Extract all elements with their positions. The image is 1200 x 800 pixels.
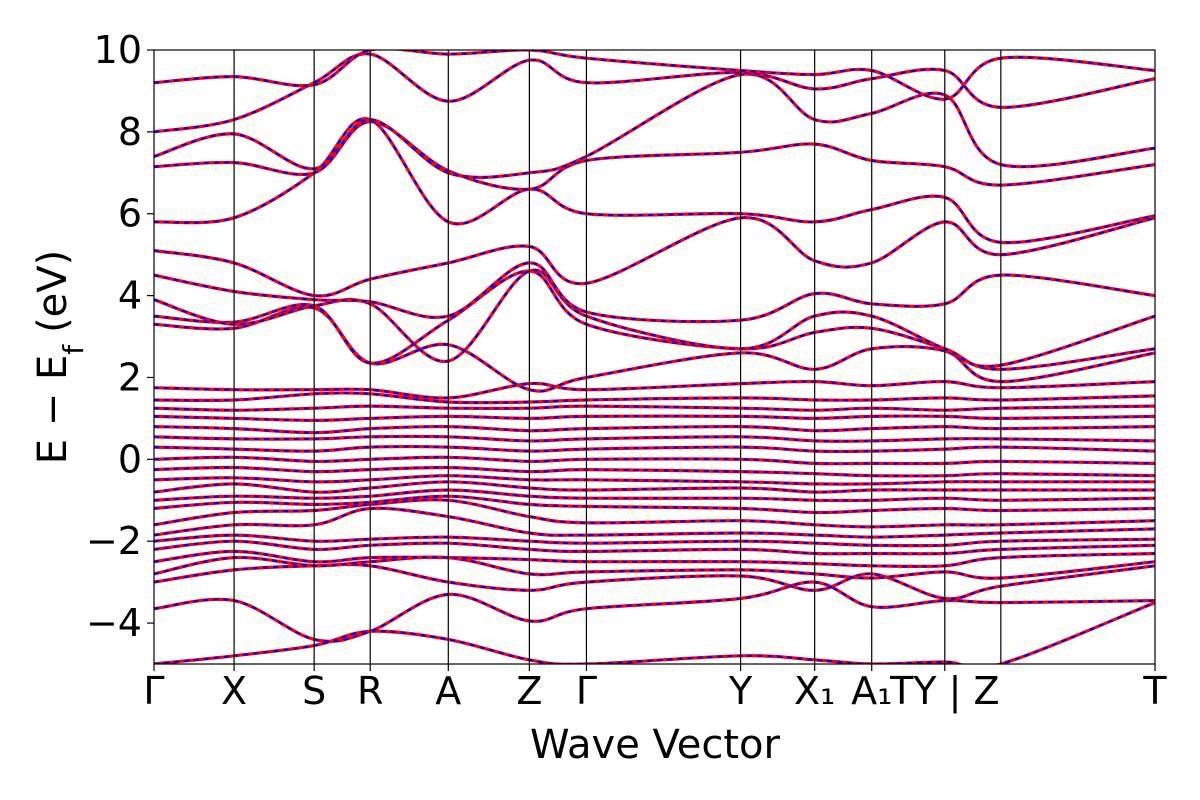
x-tick-label: X₁ bbox=[794, 669, 835, 713]
band-line-blue-1 bbox=[154, 580, 1155, 643]
band-line-blue-24 bbox=[154, 268, 1155, 368]
band-line-blue-26 bbox=[154, 216, 1155, 297]
x-tick-label: Y bbox=[728, 669, 753, 713]
x-tick-label: A bbox=[435, 669, 461, 713]
y-tick-label: 6 bbox=[118, 192, 142, 236]
x-tick-label: S bbox=[302, 669, 326, 713]
band-line-red-29 bbox=[154, 72, 1155, 180]
bands-layer bbox=[154, 50, 1155, 664]
x-tick-label: X bbox=[221, 669, 247, 713]
x-tick-label: Z bbox=[516, 669, 542, 713]
x-tick-label: T bbox=[1142, 669, 1167, 713]
x-tick-label: A₁ bbox=[851, 669, 892, 713]
plot-frame bbox=[153, 49, 1156, 665]
x-tick-label: R bbox=[357, 669, 383, 713]
y-axis-label-sub: f bbox=[57, 344, 90, 355]
band-line-red-31 bbox=[154, 50, 1155, 101]
x-axis-label: Wave Vector bbox=[530, 722, 781, 768]
y-tick-label: 2 bbox=[118, 355, 142, 399]
band-line-blue-31 bbox=[154, 50, 1155, 101]
y-axis-label-main: E − E bbox=[30, 355, 76, 465]
y-tick-label: 10 bbox=[94, 28, 142, 72]
y-tick-label: −2 bbox=[86, 519, 142, 563]
y-tick-label: 0 bbox=[118, 437, 142, 481]
y-axis-ticks: −4 −2 0 2 4 6 8 10 bbox=[86, 28, 154, 645]
y-tick-label: −4 bbox=[86, 601, 142, 645]
x-tick-label: Γ bbox=[143, 669, 164, 713]
band-line-blue-29 bbox=[154, 73, 1155, 179]
y-tick-label: 4 bbox=[118, 274, 142, 318]
band-line-red-1 bbox=[154, 580, 1155, 643]
band-line-red-24 bbox=[154, 268, 1155, 368]
kpoint-lines bbox=[233, 50, 1002, 664]
y-axis-label-unit: (eV) bbox=[30, 250, 76, 333]
band-line-blue-6 bbox=[154, 533, 1155, 547]
y-tick-label: 8 bbox=[118, 110, 142, 154]
band-line-red-27 bbox=[154, 117, 1155, 245]
y-axis-label: E − Ef (eV) bbox=[30, 250, 90, 465]
x-tick-label: Γ bbox=[576, 669, 597, 713]
x-tick-label: TY | Z bbox=[889, 669, 999, 714]
band-line-red-26 bbox=[154, 216, 1155, 298]
